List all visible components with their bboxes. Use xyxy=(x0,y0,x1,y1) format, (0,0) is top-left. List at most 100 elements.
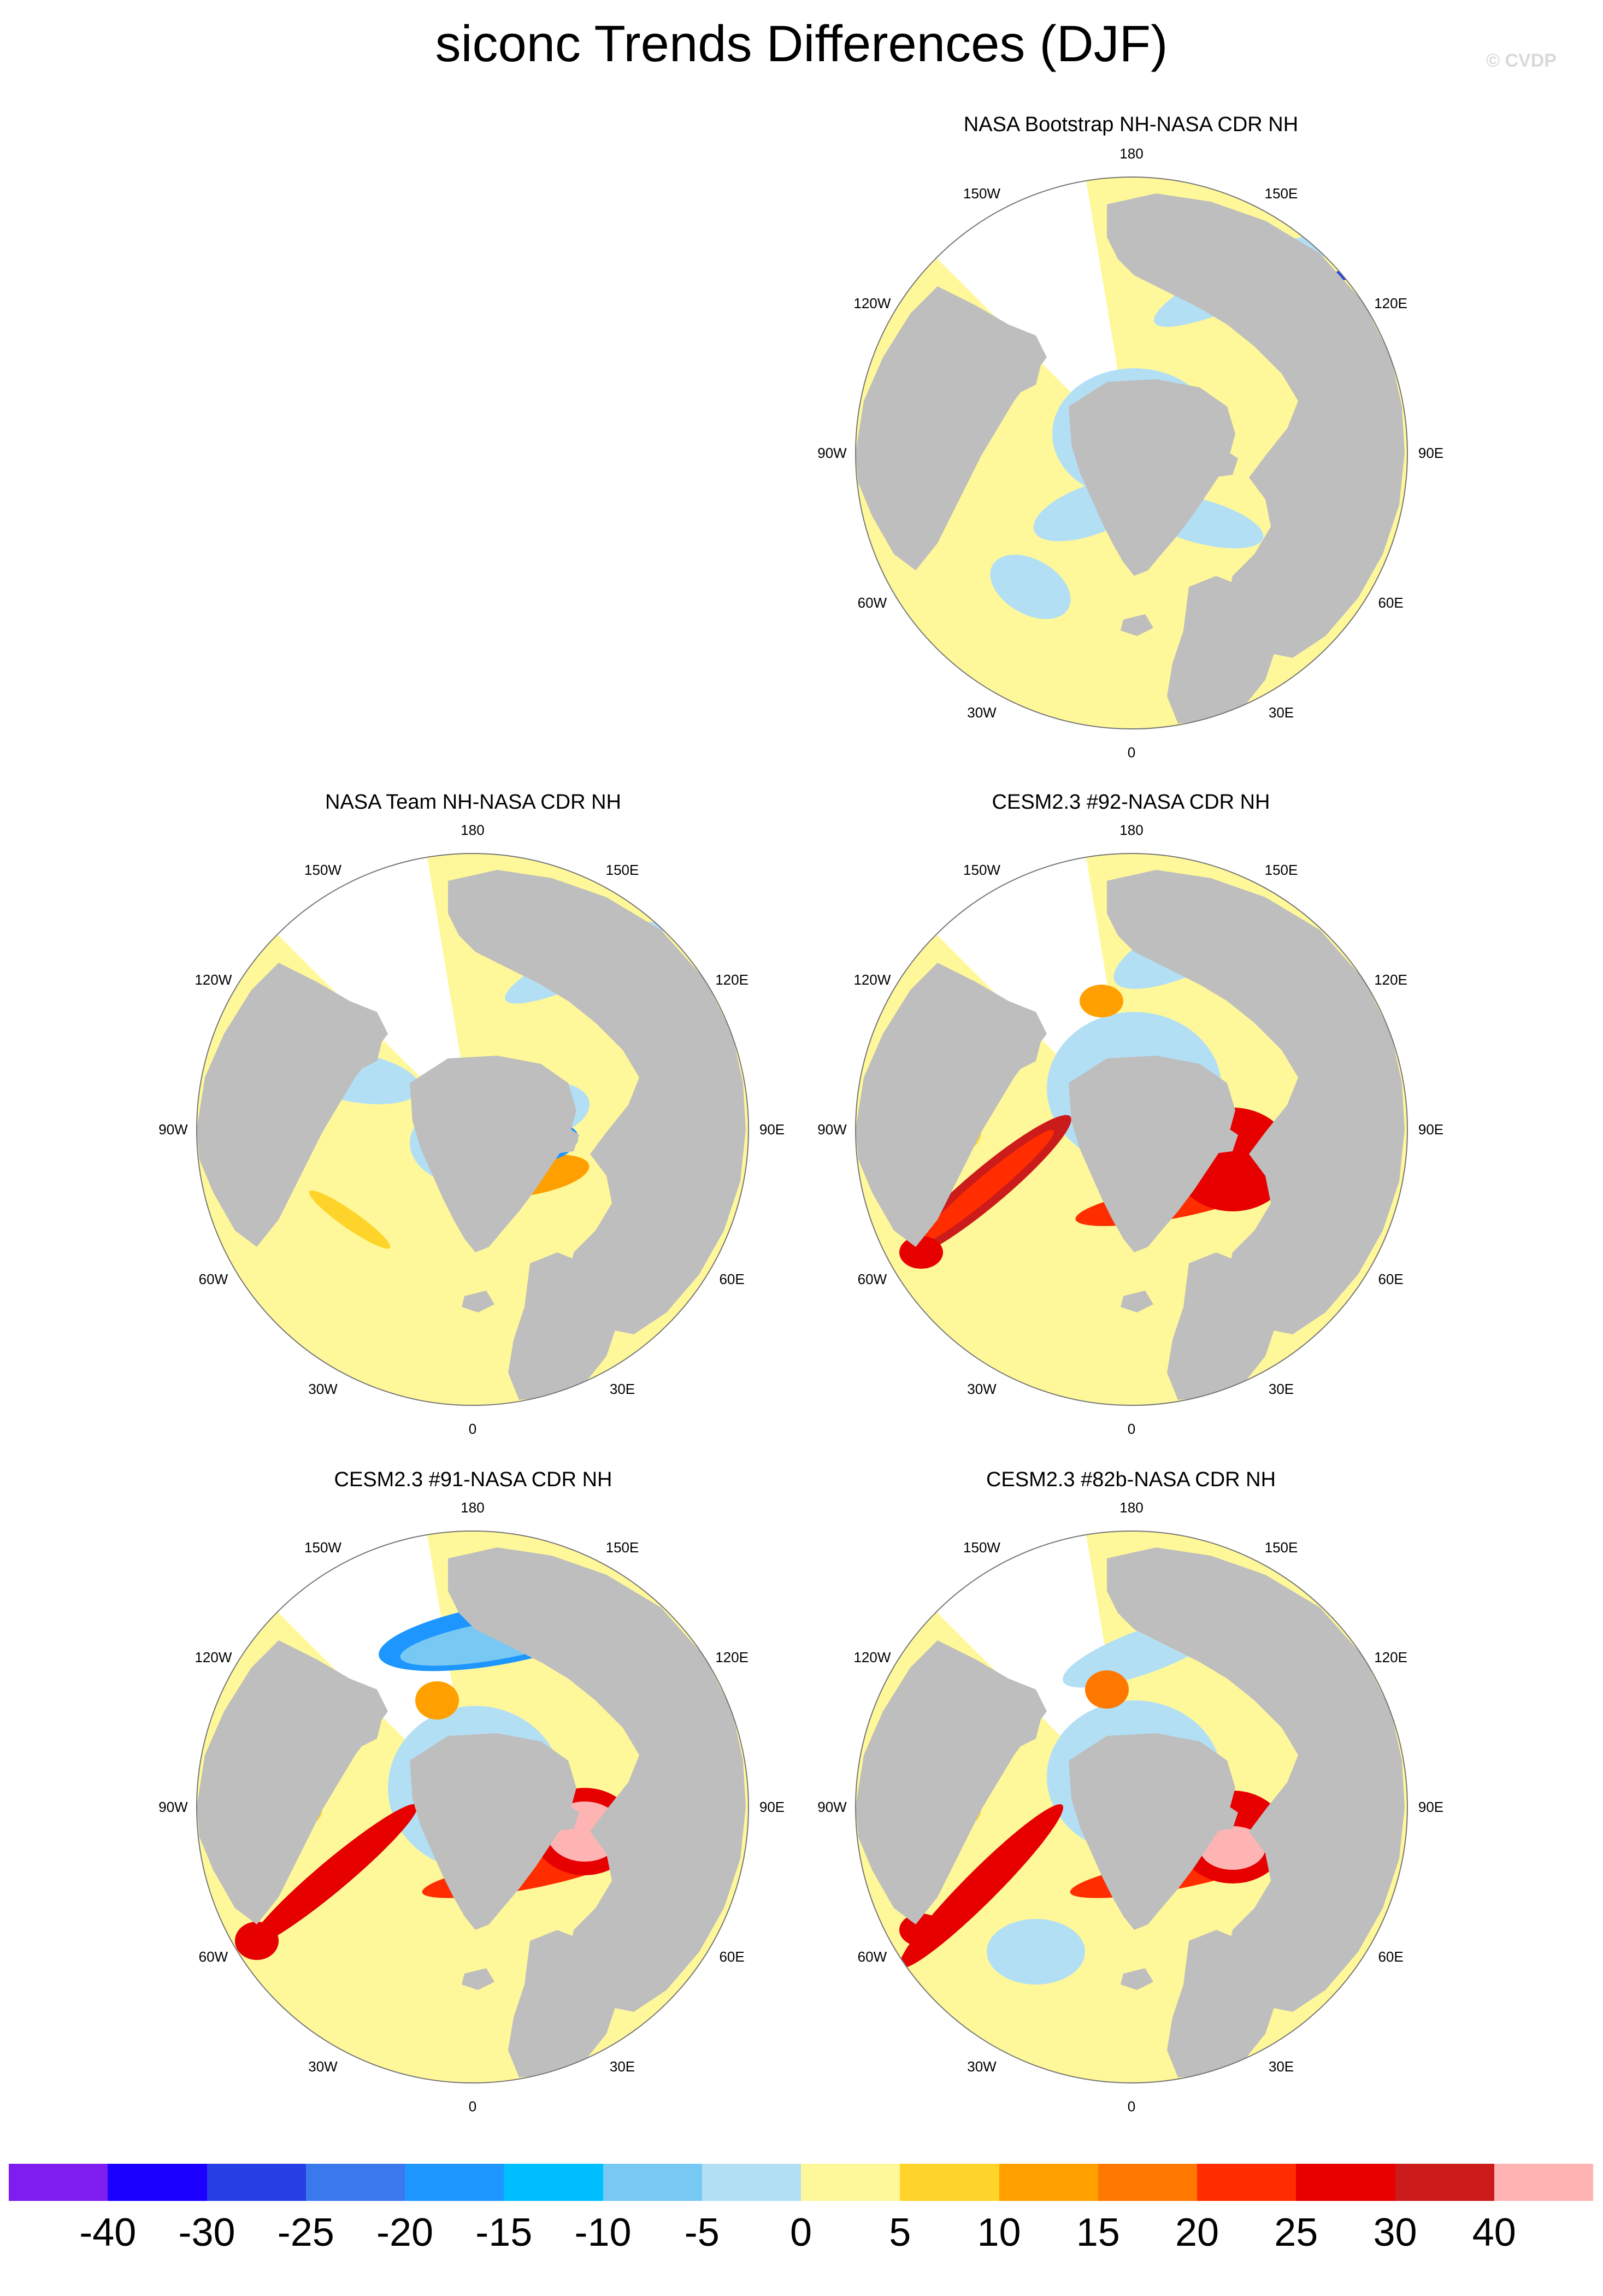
colorbar-swatch xyxy=(1494,2164,1593,2201)
colorbar-label: -30 xyxy=(178,2211,235,2254)
longitude-label: 180 xyxy=(461,822,485,838)
longitude-label: 0 xyxy=(468,1421,477,1437)
land-mask xyxy=(1069,1056,1235,1252)
figure-title: siconc Trends Differences (DJF) xyxy=(435,15,1168,72)
land-mask xyxy=(197,1640,388,1924)
trend-blob xyxy=(235,1922,279,1960)
land-mask xyxy=(508,1930,617,2077)
land-mask xyxy=(328,1028,382,1072)
land-mask xyxy=(541,1124,579,1154)
longitude-label: 120W xyxy=(853,1649,891,1665)
map-boundary xyxy=(196,1530,749,2083)
land-mask xyxy=(639,1105,672,1154)
longitude-label: 60W xyxy=(857,594,887,611)
longitude-label: 60W xyxy=(198,1271,228,1287)
colorbar-label: 40 xyxy=(1472,2211,1516,2254)
land-mask xyxy=(1167,1252,1276,1400)
land-mask xyxy=(284,1728,322,1761)
colorbar-label: 30 xyxy=(1373,2211,1417,2254)
land-mask xyxy=(1107,193,1405,658)
land-mask xyxy=(1167,1930,1276,2077)
land-mask xyxy=(1121,1968,1153,1990)
cvdp-watermark: © CVDP xyxy=(1486,50,1557,71)
colorbar-swatch xyxy=(9,2164,108,2201)
colorbar xyxy=(9,2164,1593,2201)
colorbar-swatch xyxy=(702,2164,801,2201)
longitude-label: 180 xyxy=(461,1499,485,1516)
land-mask xyxy=(1200,1124,1238,1154)
longitude-label: 60E xyxy=(719,1948,745,1965)
panel-title-cesm-92: CESM2.3 #92-NASA CDR NH xyxy=(992,791,1270,814)
trend-blob xyxy=(309,1190,391,1249)
longitude-label: 90W xyxy=(817,1799,847,1815)
land-mask xyxy=(1298,1105,1331,1154)
land-mask xyxy=(410,1056,576,1252)
land-mask xyxy=(448,870,746,1334)
longitude-label: 150W xyxy=(963,1539,1000,1556)
land-mask xyxy=(1298,428,1331,478)
trend-blob xyxy=(249,1804,418,1947)
polar-map-cesm-92 xyxy=(855,853,1408,1406)
colorbar-swatch xyxy=(603,2164,702,2201)
colorbar-label: -5 xyxy=(684,2211,720,2254)
trend-blob xyxy=(1200,1826,1265,1870)
longitude-label: 0 xyxy=(1127,1421,1136,1437)
land-mask xyxy=(943,1728,981,1761)
longitude-label: 150W xyxy=(963,862,1000,879)
land-mask xyxy=(856,286,1047,570)
longitude-label: 0 xyxy=(1127,744,1136,761)
longitude-label: 60E xyxy=(719,1271,745,1287)
land-mask xyxy=(448,1547,746,2012)
longitude-label: 90W xyxy=(158,1121,188,1138)
longitude-label: 120W xyxy=(853,295,891,311)
panel-title-nasa-team: NASA Team NH-NASA CDR NH xyxy=(325,791,621,814)
longitude-label: 90W xyxy=(817,1121,847,1138)
colorbar-swatch xyxy=(801,2164,900,2201)
polar-map-bootstrap xyxy=(855,176,1408,729)
longitude-label: 0 xyxy=(1127,2098,1136,2115)
land-mask xyxy=(987,352,1041,396)
polar-map-cesm-82b xyxy=(855,1530,1408,2083)
land-mask xyxy=(1069,379,1235,576)
longitude-label: 60W xyxy=(857,1948,887,1965)
colorbar-label: -25 xyxy=(277,2211,334,2254)
longitude-label: 150E xyxy=(605,862,639,879)
trend-blob xyxy=(919,1130,1054,1244)
longitude-label: 90E xyxy=(1418,1121,1444,1138)
colorbar-swatch xyxy=(1197,2164,1296,2201)
land-mask xyxy=(943,1050,981,1083)
longitude-label: 90E xyxy=(759,1121,785,1138)
trend-blob xyxy=(1080,985,1123,1017)
colorbar-swatch xyxy=(900,2164,999,2201)
longitude-label: 120W xyxy=(195,972,232,988)
land-mask xyxy=(856,1640,1047,1924)
land-mask xyxy=(1121,1291,1153,1312)
colorbar-swatch xyxy=(1098,2164,1197,2201)
colorbar-label: 15 xyxy=(1076,2211,1120,2254)
colorbar-swatch xyxy=(207,2164,306,2201)
longitude-label: 30W xyxy=(967,704,997,721)
land-mask xyxy=(856,963,1047,1247)
longitude-label: 60W xyxy=(198,1948,228,1965)
longitude-label: 120W xyxy=(195,1649,232,1665)
colorbar-label: 5 xyxy=(889,2211,911,2254)
colorbar-label: -15 xyxy=(475,2211,533,2254)
trend-blob xyxy=(990,555,1071,619)
colorbar-label: -20 xyxy=(376,2211,434,2254)
land-mask xyxy=(1107,1547,1405,2012)
longitude-label: 90E xyxy=(759,1799,785,1815)
longitude-label: 60E xyxy=(1378,594,1404,611)
polar-map-cesm-91 xyxy=(196,1530,749,2083)
longitude-label: 150W xyxy=(963,185,1000,202)
map-boundary xyxy=(855,1530,1408,2083)
trend-blob xyxy=(1085,1670,1129,1709)
longitude-label: 150W xyxy=(304,862,341,879)
longitude-label: 30E xyxy=(609,1380,635,1397)
panel-title-cesm-82b: CESM2.3 #82b-NASA CDR NH xyxy=(986,1468,1276,1491)
colorbar-swatch xyxy=(405,2164,504,2201)
land-mask xyxy=(508,1252,617,1400)
colorbar-swatch xyxy=(305,2164,405,2201)
colorbar-label: 10 xyxy=(977,2211,1021,2254)
land-mask xyxy=(639,1782,672,1832)
longitude-label: 120E xyxy=(1374,295,1407,311)
